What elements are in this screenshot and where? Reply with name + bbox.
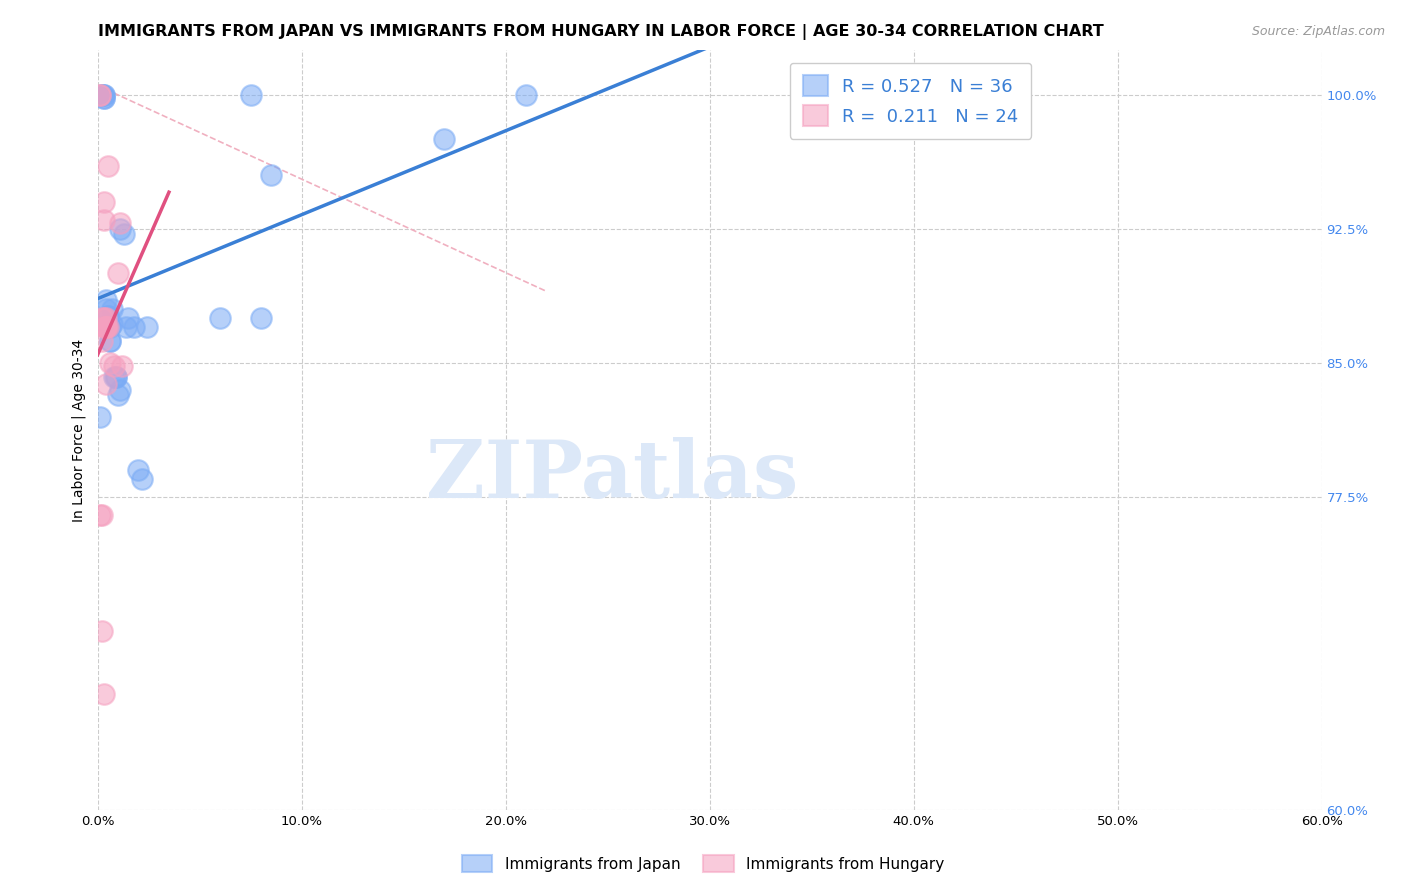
Point bbox=[93, 212, 115, 227]
Point bbox=[90, 334, 112, 349]
Point bbox=[108, 383, 131, 397]
Point bbox=[108, 216, 131, 230]
Point bbox=[103, 359, 125, 374]
Point bbox=[93, 87, 115, 102]
Point bbox=[107, 388, 129, 402]
Text: IMMIGRANTS FROM JAPAN VS IMMIGRANTS FROM HUNGARY IN LABOR FORCE | AGE 30-34 CORR: IMMIGRANTS FROM JAPAN VS IMMIGRANTS FROM… bbox=[97, 24, 1104, 40]
Point bbox=[131, 472, 153, 486]
Point bbox=[101, 302, 124, 317]
Point bbox=[101, 317, 124, 331]
Point bbox=[112, 227, 135, 241]
Point bbox=[515, 87, 537, 102]
Point bbox=[104, 370, 127, 384]
Point bbox=[239, 87, 262, 102]
Point bbox=[107, 267, 129, 281]
Y-axis label: In Labor Force | Age 30-34: In Labor Force | Age 30-34 bbox=[72, 338, 86, 522]
Point bbox=[127, 463, 149, 477]
Point bbox=[111, 359, 134, 374]
Point bbox=[93, 91, 115, 105]
Point bbox=[90, 311, 112, 326]
Text: ZIPatlas: ZIPatlas bbox=[426, 436, 797, 515]
Point bbox=[93, 320, 115, 334]
Point bbox=[89, 508, 111, 522]
Point bbox=[94, 311, 117, 326]
Point bbox=[249, 311, 271, 326]
Point bbox=[93, 311, 115, 326]
Point bbox=[90, 87, 112, 102]
Legend: R = 0.527   N = 36, R =  0.211   N = 24: R = 0.527 N = 36, R = 0.211 N = 24 bbox=[790, 62, 1031, 138]
Point bbox=[103, 370, 125, 384]
Point bbox=[97, 310, 120, 324]
Point bbox=[97, 320, 120, 334]
Point bbox=[208, 311, 231, 326]
Point bbox=[89, 409, 111, 424]
Point bbox=[94, 293, 117, 308]
Point bbox=[98, 356, 121, 370]
Point bbox=[115, 320, 138, 334]
Point bbox=[98, 334, 121, 349]
Point bbox=[98, 334, 121, 349]
Point bbox=[93, 91, 115, 105]
Point bbox=[98, 320, 121, 334]
Point bbox=[93, 687, 115, 701]
Text: Source: ZipAtlas.com: Source: ZipAtlas.com bbox=[1251, 25, 1385, 38]
Point bbox=[94, 320, 117, 334]
Point bbox=[94, 377, 117, 392]
Point bbox=[433, 132, 456, 146]
Point bbox=[93, 194, 115, 209]
Point bbox=[97, 310, 120, 324]
Point bbox=[97, 159, 120, 173]
Point bbox=[117, 311, 139, 326]
Legend: Immigrants from Japan, Immigrants from Hungary: Immigrants from Japan, Immigrants from H… bbox=[454, 847, 952, 880]
Point bbox=[89, 87, 111, 102]
Point bbox=[94, 302, 117, 317]
Point bbox=[94, 320, 117, 334]
Point bbox=[90, 624, 112, 639]
Point bbox=[90, 87, 112, 102]
Point bbox=[97, 317, 120, 331]
Point bbox=[108, 221, 131, 235]
Point bbox=[94, 320, 117, 334]
Point bbox=[90, 508, 112, 522]
Point bbox=[89, 87, 111, 102]
Point bbox=[260, 168, 283, 182]
Point bbox=[93, 87, 115, 102]
Point bbox=[104, 370, 127, 384]
Point bbox=[122, 320, 145, 334]
Point bbox=[135, 320, 157, 334]
